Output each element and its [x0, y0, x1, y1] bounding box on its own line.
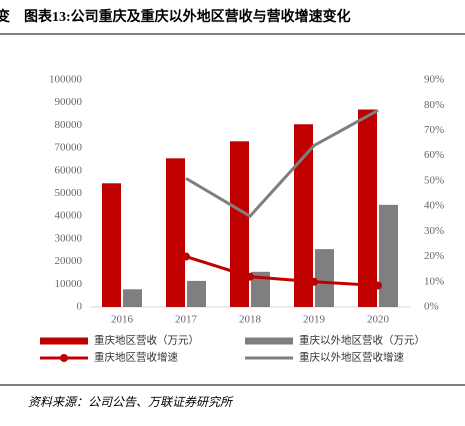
- legend-label: 重庆地区营收（万元）: [94, 333, 199, 346]
- bar: [123, 289, 142, 307]
- bar: [187, 280, 206, 307]
- y-tick-label: 10000: [55, 278, 83, 290]
- line-marker: [310, 277, 318, 286]
- bar: [379, 204, 398, 307]
- legend-swatch: [40, 337, 88, 345]
- y-tick-label: 100000: [49, 74, 83, 86]
- line: [185, 255, 379, 288]
- y-tick-label: 0: [77, 301, 83, 313]
- y2-tick-label: 90%: [424, 74, 444, 86]
- y2-tick-label: 50%: [424, 174, 444, 186]
- bar: [358, 109, 377, 307]
- bar: [230, 141, 249, 307]
- chart-title: 图表13:公司重庆及重庆以外地区营收与营收增速变化: [24, 8, 351, 25]
- source-note: 资料来源：公司公告、万联证券研究所: [28, 395, 234, 409]
- legend-label: 重庆地区营收增速: [94, 350, 178, 363]
- x-tick-label: 2017: [175, 314, 198, 326]
- x-tick-label: 2018: [239, 314, 262, 326]
- y-tick-label: 80000: [55, 119, 83, 131]
- line-marker: [374, 281, 382, 290]
- y2-tick-label: 80%: [424, 99, 444, 111]
- y-tick-label: 30000: [55, 232, 83, 244]
- legend-swatch: [245, 337, 293, 345]
- line-marker: [182, 252, 190, 261]
- y2-tick-label: 30%: [424, 225, 444, 237]
- y2-tick-label: 70%: [424, 124, 444, 136]
- y-tick-label: 40000: [55, 210, 83, 222]
- title-fragment: 变: [0, 8, 10, 25]
- y-tick-label: 50000: [55, 187, 83, 199]
- y-tick-label: 90000: [55, 96, 83, 108]
- y-tick-label: 60000: [55, 164, 83, 176]
- y-tick-label: 70000: [55, 142, 83, 154]
- y2-tick-label: 60%: [424, 149, 444, 161]
- line-marker: [246, 272, 254, 281]
- bar: [166, 158, 185, 307]
- x-tick-label: 2020: [367, 314, 390, 326]
- legend-label: 重庆以外地区营收（万元）: [299, 333, 425, 346]
- y-tick-label: 20000: [55, 255, 83, 267]
- x-tick-label: 2016: [111, 314, 134, 326]
- legend-label: 重庆以外地区营收增速: [299, 350, 404, 363]
- y2-tick-label: 10%: [424, 275, 444, 287]
- bar: [102, 183, 121, 307]
- bar: [294, 124, 313, 307]
- bar: [315, 249, 334, 307]
- y2-tick-label: 20%: [424, 250, 444, 262]
- line: [185, 108, 379, 219]
- legend-marker: [60, 354, 68, 362]
- y2-tick-label: 0%: [424, 301, 439, 313]
- x-tick-label: 2019: [303, 314, 326, 326]
- bar: [251, 271, 270, 307]
- y2-tick-label: 40%: [424, 200, 444, 212]
